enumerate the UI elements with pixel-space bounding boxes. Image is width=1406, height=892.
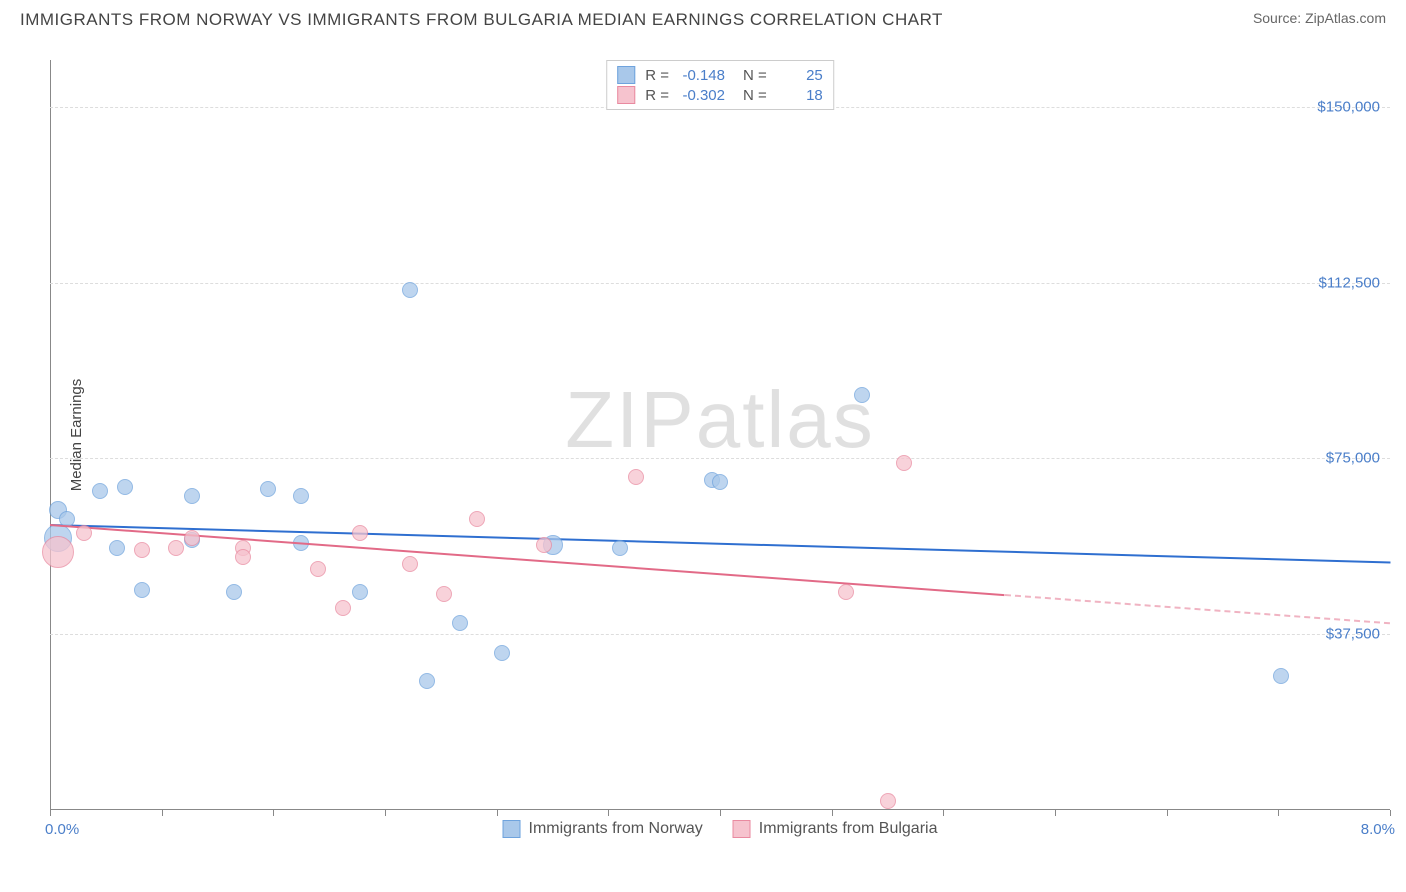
data-point: [402, 282, 418, 298]
y-tick-label: $150,000: [1317, 98, 1380, 115]
legend-swatch: [617, 86, 635, 104]
x-tick: [720, 810, 721, 816]
legend-swatch: [733, 820, 751, 838]
data-point: [436, 586, 452, 602]
series-legend: Immigrants from Norway Immigrants from Bu…: [503, 820, 938, 838]
data-point: [838, 584, 854, 600]
series-name: Immigrants from Bulgaria: [759, 820, 938, 838]
data-point: [712, 474, 728, 490]
data-point: [260, 481, 276, 497]
data-point: [402, 556, 418, 572]
x-tick: [943, 810, 944, 816]
data-point: [335, 600, 351, 616]
data-point: [293, 488, 309, 504]
data-point: [184, 530, 200, 546]
x-axis-max-label: 8.0%: [1361, 821, 1395, 838]
data-point: [184, 488, 200, 504]
data-point: [134, 542, 150, 558]
x-tick: [1055, 810, 1056, 816]
correlation-legend: R = -0.148 N = 25 R = -0.302 N = 18: [606, 60, 834, 110]
x-tick: [50, 810, 51, 816]
x-tick: [497, 810, 498, 816]
chart-area: Median Earnings ZIPatlas $37,500$75,000$…: [50, 60, 1390, 810]
x-tick: [832, 810, 833, 816]
legend-n-value: 18: [773, 87, 823, 104]
x-tick: [385, 810, 386, 816]
y-axis-line: [50, 60, 51, 810]
chart-title: IMMIGRANTS FROM NORWAY VS IMMIGRANTS FRO…: [20, 10, 943, 30]
y-tick-label: $37,500: [1326, 626, 1380, 643]
data-point: [628, 469, 644, 485]
data-point: [1273, 668, 1289, 684]
trendline: [50, 524, 1390, 563]
data-point: [352, 584, 368, 600]
data-point: [612, 540, 628, 556]
x-tick: [608, 810, 609, 816]
plot-surface: $37,500 $75,000 $112,500 $150,000: [50, 60, 1390, 810]
legend-n-label: N =: [743, 87, 767, 104]
data-point: [469, 511, 485, 527]
data-point: [92, 483, 108, 499]
data-point: [76, 525, 92, 541]
data-point: [419, 673, 435, 689]
x-tick: [1167, 810, 1168, 816]
y-tick-label: $75,000: [1326, 450, 1380, 467]
data-point: [452, 615, 468, 631]
series-legend-item: Immigrants from Bulgaria: [733, 820, 938, 838]
x-tick: [1278, 810, 1279, 816]
data-point: [896, 455, 912, 471]
legend-swatch: [503, 820, 521, 838]
data-point: [134, 582, 150, 598]
source-label: Source: ZipAtlas.com: [1253, 10, 1386, 26]
data-point: [854, 387, 870, 403]
data-point: [494, 645, 510, 661]
data-point: [109, 540, 125, 556]
legend-swatch: [617, 66, 635, 84]
legend-r-label: R =: [645, 87, 669, 104]
gridline: [50, 283, 1390, 284]
x-tick: [1390, 810, 1391, 816]
legend-r-value: -0.148: [675, 67, 725, 84]
legend-r-value: -0.302: [675, 87, 725, 104]
legend-row: R = -0.302 N = 18: [617, 85, 823, 105]
data-point: [235, 549, 251, 565]
series-legend-item: Immigrants from Norway: [503, 820, 703, 838]
data-point: [168, 540, 184, 556]
data-point: [536, 537, 552, 553]
x-axis-min-label: 0.0%: [45, 821, 79, 838]
trendline-extrapolated: [1005, 594, 1390, 624]
gridline: [50, 634, 1390, 635]
legend-n-value: 25: [773, 67, 823, 84]
legend-row: R = -0.148 N = 25: [617, 65, 823, 85]
data-point: [310, 561, 326, 577]
x-tick: [273, 810, 274, 816]
data-point: [352, 525, 368, 541]
y-tick-label: $112,500: [1319, 274, 1380, 291]
data-point: [117, 479, 133, 495]
gridline: [50, 458, 1390, 459]
data-point: [42, 536, 74, 568]
legend-r-label: R =: [645, 67, 669, 84]
x-tick: [162, 810, 163, 816]
series-name: Immigrants from Norway: [529, 820, 703, 838]
data-point: [880, 793, 896, 809]
legend-n-label: N =: [743, 67, 767, 84]
data-point: [226, 584, 242, 600]
